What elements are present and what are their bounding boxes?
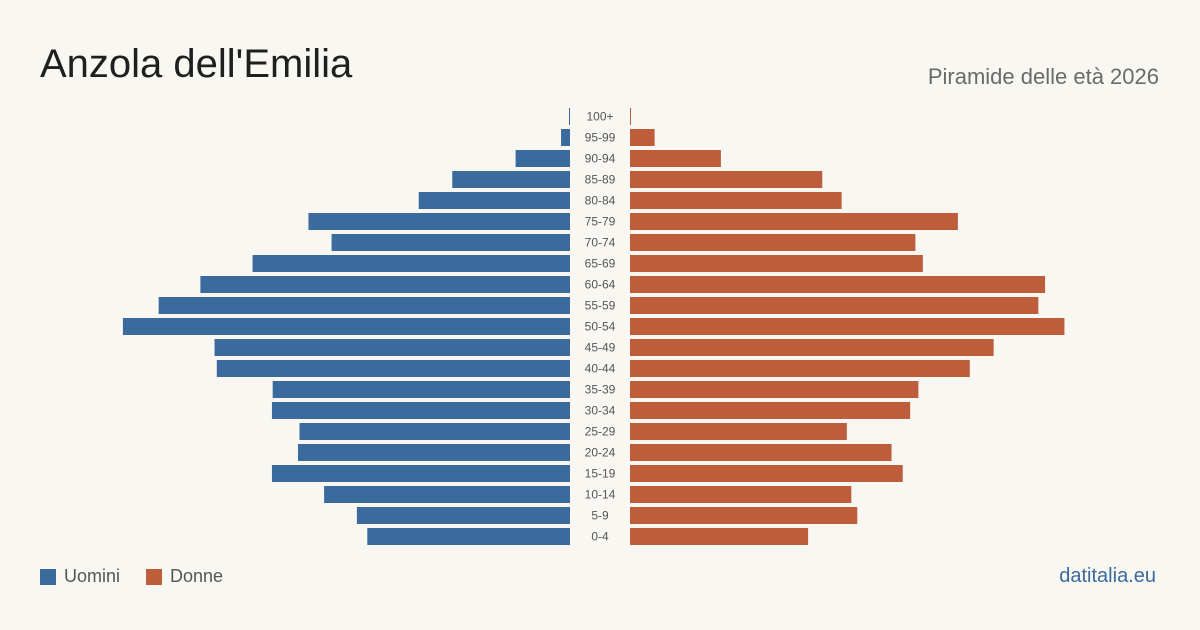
age-tick-label: 80-84 xyxy=(585,194,616,208)
legend-swatch-female xyxy=(146,568,163,585)
bar-female-0-4 xyxy=(630,528,809,545)
bar-male-5-9 xyxy=(356,507,570,524)
age-tick-label: 45-49 xyxy=(585,341,616,355)
brand-link[interactable]: datitalia.eu xyxy=(1059,565,1156,587)
bar-male-60-64 xyxy=(200,276,570,293)
bar-male-65-69 xyxy=(252,255,571,272)
age-tick-label: 35-39 xyxy=(585,383,616,397)
bar-female-30-34 xyxy=(630,402,911,419)
age-tick-label: 15-19 xyxy=(585,467,616,481)
bar-male-85-89 xyxy=(452,171,570,188)
age-tick-label: 85-89 xyxy=(585,173,616,187)
bar-female-85-89 xyxy=(630,171,823,188)
bar-male-40-44 xyxy=(216,360,570,377)
age-tick-label: 90-94 xyxy=(585,152,616,166)
chart-legend: Uomini Donne xyxy=(40,566,249,587)
bar-male-25-29 xyxy=(299,423,570,440)
bar-female-95-99 xyxy=(630,129,655,146)
legend-item-male: Uomini xyxy=(40,566,120,587)
bar-female-15-19 xyxy=(630,465,903,482)
age-tick-label: 60-64 xyxy=(585,278,616,292)
bar-male-100+ xyxy=(569,108,570,125)
age-tick-label: 55-59 xyxy=(585,299,616,313)
age-tick-label: 20-24 xyxy=(585,446,616,460)
bar-male-75-79 xyxy=(308,213,570,230)
bar-male-80-84 xyxy=(418,192,570,209)
bar-female-90-94 xyxy=(630,150,721,167)
legend-label-female: Donne xyxy=(170,566,224,586)
page-title: Anzola dell'Emilia xyxy=(40,42,353,86)
bar-female-5-9 xyxy=(630,507,858,524)
age-tick-label: 40-44 xyxy=(585,362,616,376)
age-tick-label: 95-99 xyxy=(585,131,616,145)
legend-item-female: Donne xyxy=(146,566,223,587)
bar-female-35-39 xyxy=(630,381,919,398)
age-tick-label: 50-54 xyxy=(585,320,616,334)
bar-male-90-94 xyxy=(515,150,570,167)
age-tick-label: 70-74 xyxy=(585,236,616,250)
bar-male-10-14 xyxy=(324,486,570,503)
bar-female-50-54 xyxy=(630,318,1065,335)
age-tick-label: 5-9 xyxy=(591,509,609,523)
age-tick-label: 10-14 xyxy=(585,488,616,502)
bar-male-50-54 xyxy=(122,318,570,335)
age-tick-label: 30-34 xyxy=(585,404,616,418)
bar-male-35-39 xyxy=(272,381,570,398)
legend-swatch-male xyxy=(40,568,56,585)
age-tick-label: 100+ xyxy=(586,110,613,124)
bar-female-10-14 xyxy=(630,486,852,503)
bar-female-55-59 xyxy=(630,297,1039,314)
legend-label-male: Uomini xyxy=(64,566,121,586)
bar-female-45-49 xyxy=(630,339,994,356)
age-tick-label: 65-69 xyxy=(585,257,616,271)
bar-male-95-99 xyxy=(561,129,570,146)
bar-female-65-69 xyxy=(630,255,923,272)
chart-subtitle: Piramide delle età 2026 xyxy=(927,64,1159,89)
bar-male-30-34 xyxy=(271,402,570,419)
bar-male-20-24 xyxy=(298,444,570,461)
bar-female-40-44 xyxy=(630,360,970,377)
bar-female-25-29 xyxy=(630,423,847,440)
bar-male-70-74 xyxy=(331,234,570,251)
age-tick-label: 25-29 xyxy=(585,425,616,439)
bar-female-75-79 xyxy=(630,213,958,230)
bar-female-100+ xyxy=(630,108,631,125)
bar-female-80-84 xyxy=(630,192,842,209)
bar-male-0-4 xyxy=(367,528,570,545)
bar-female-60-64 xyxy=(630,276,1046,293)
bar-male-55-59 xyxy=(158,297,571,314)
bar-male-45-49 xyxy=(214,339,571,356)
bar-male-15-19 xyxy=(271,465,570,482)
age-tick-label: 75-79 xyxy=(585,215,616,229)
bar-female-20-24 xyxy=(630,444,892,461)
age-tick-label: 0-4 xyxy=(591,530,609,544)
bar-female-70-74 xyxy=(630,234,916,251)
